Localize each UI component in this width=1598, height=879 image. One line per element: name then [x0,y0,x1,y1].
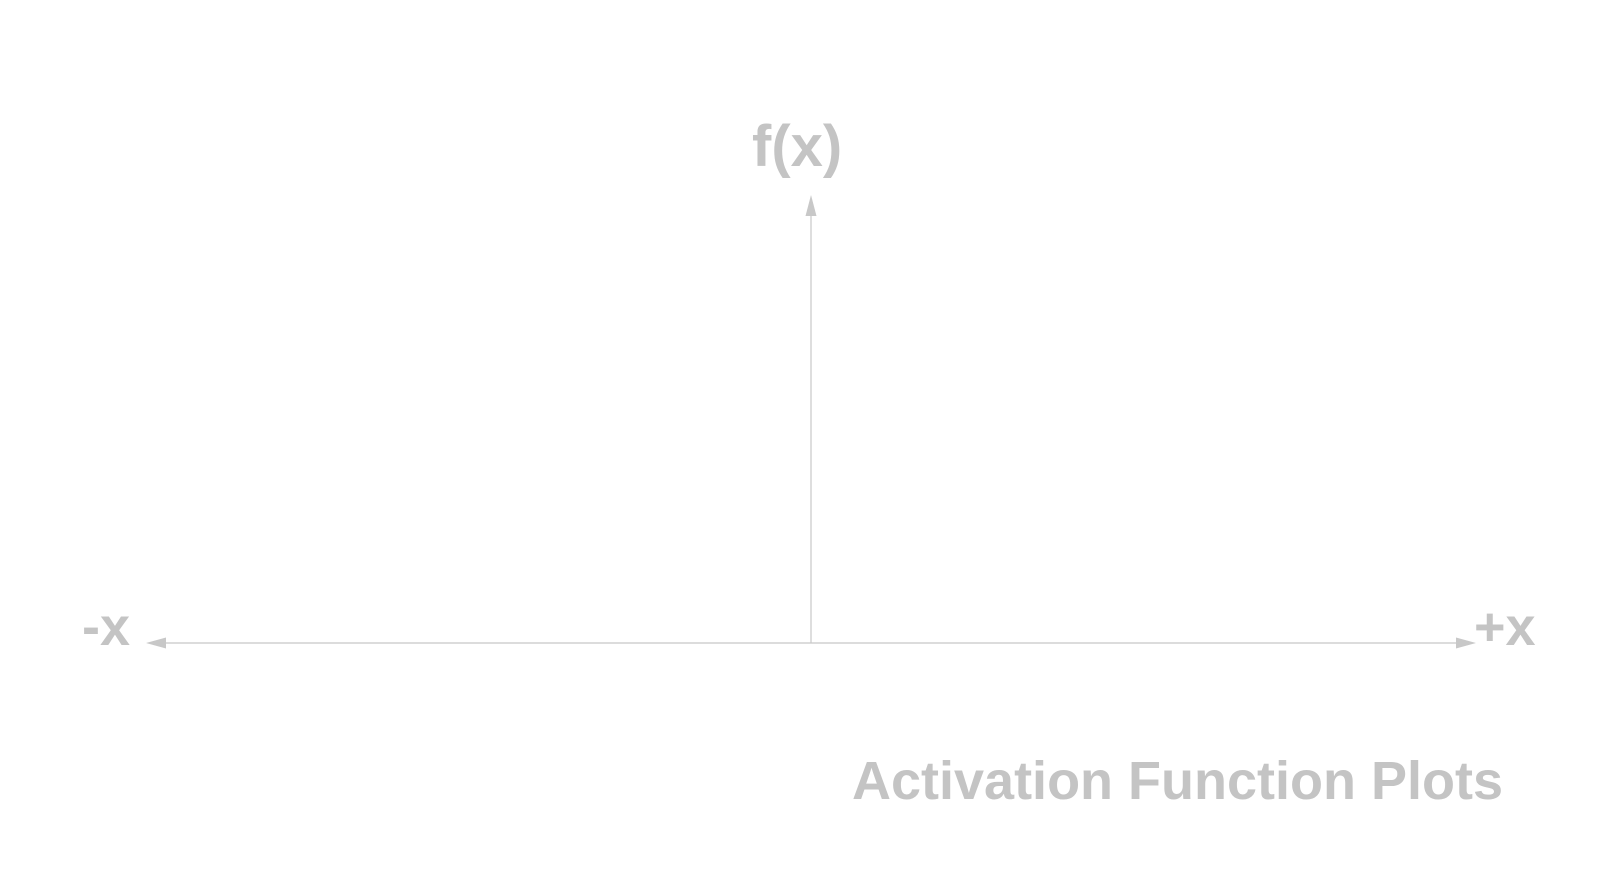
x-axis-left-arrowhead [146,637,166,649]
y-axis-up-arrowhead [805,195,817,216]
y-axis-label: f(x) [752,114,843,179]
x-axis-right-arrowhead [1456,637,1476,649]
x-axis-negative-label: -x [82,597,131,657]
diagram-title: Activation Function Plots [852,751,1504,811]
x-axis-positive-label: +x [1474,597,1536,657]
